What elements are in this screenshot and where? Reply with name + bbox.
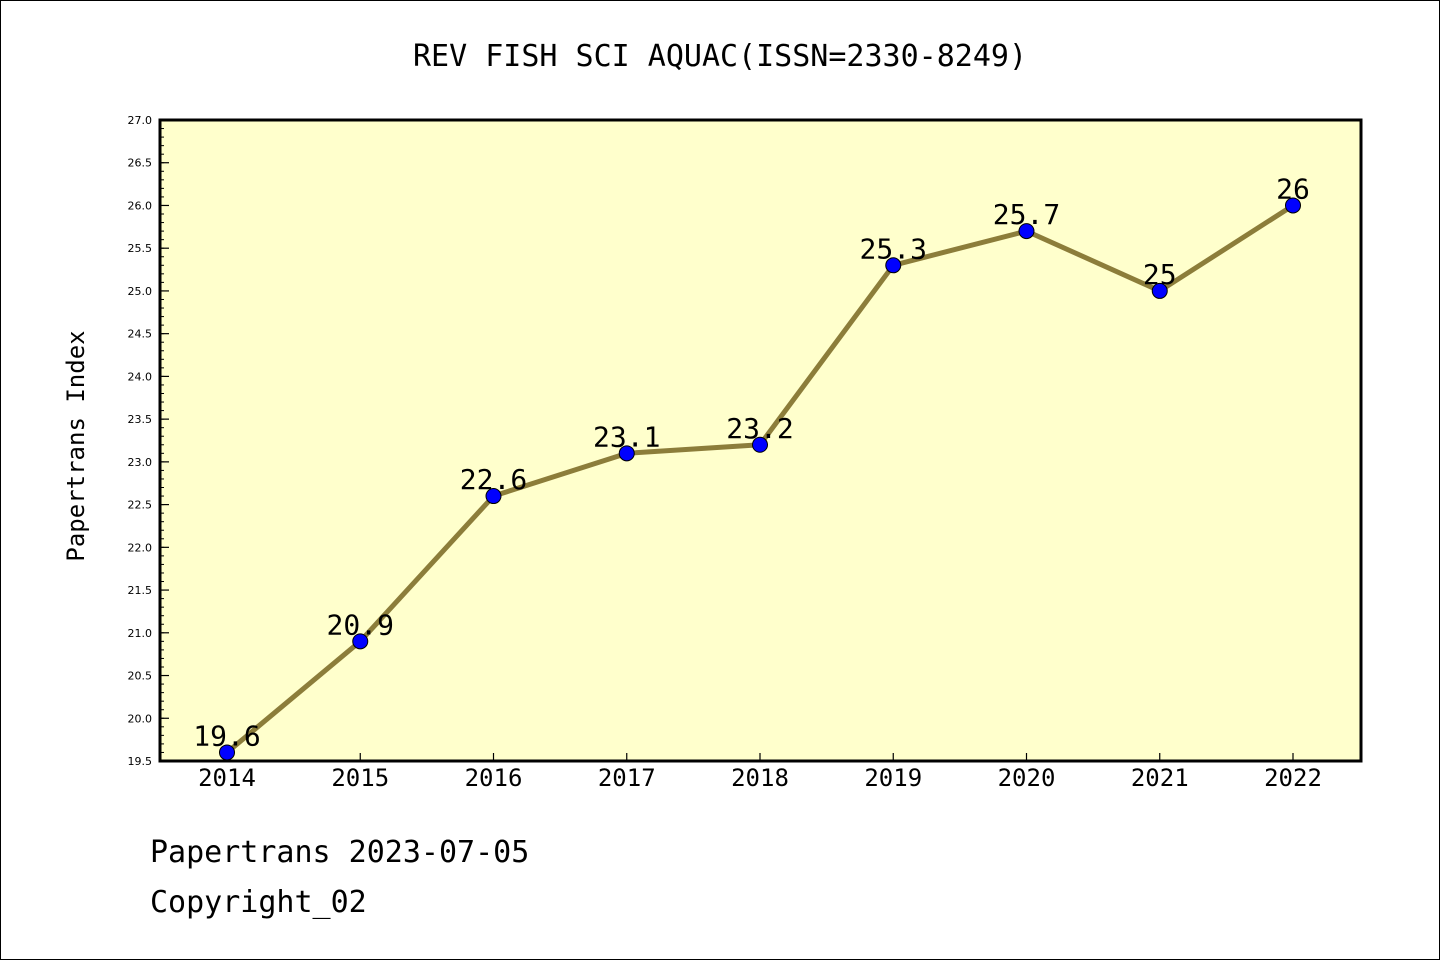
data-label: 25.7 [993, 198, 1060, 231]
y-tick-label: 24.0 [128, 370, 153, 383]
data-label: 25.3 [860, 232, 927, 265]
x-tick-label: 2017 [598, 764, 656, 792]
data-label: 20.9 [327, 608, 394, 641]
y-axis-ticks: 19.5 20.0 20.5 21.0 21.5 22.0 22.5 23.0 23.5 24.0… [128, 114, 169, 768]
data-label: 23.2 [726, 412, 793, 445]
y-tick-label: 25.5 [128, 242, 153, 255]
y-tick-label: 26.0 [128, 199, 153, 212]
y-axis-label: Papertrans Index [62, 330, 90, 561]
x-tick-label: 2020 [998, 764, 1056, 792]
data-label: 23.1 [593, 420, 660, 453]
x-tick-label: 2021 [1131, 764, 1189, 792]
y-tick-label: 23.0 [128, 456, 153, 469]
x-tick-label: 2015 [331, 764, 389, 792]
series-markers [219, 197, 1301, 761]
y-tick-label: 20.0 [128, 712, 153, 725]
x-tick-label: 2014 [198, 764, 256, 792]
data-labels: 19.6 20.9 22.6 23.1 23.2 25.3 25.7 25 26 [193, 172, 1310, 752]
data-label: 22.6 [460, 463, 527, 496]
data-point [885, 257, 902, 274]
data-point [1151, 282, 1168, 299]
y-tick-label: 27.0 [128, 114, 153, 127]
y-tick-label: 19.5 [128, 755, 153, 768]
data-label: 25 [1143, 258, 1177, 291]
data-point [1285, 197, 1301, 214]
data-point [618, 445, 635, 462]
x-tick-label: 2019 [864, 764, 922, 792]
y-tick-label: 22.0 [128, 541, 153, 554]
y-tick-label: 26.5 [128, 157, 153, 170]
data-point [352, 633, 369, 650]
data-label: 26 [1276, 172, 1310, 205]
y-tick-label: 24.5 [128, 328, 153, 341]
x-axis-ticks: 2014 2015 2016 2017 2018 2019 2020 2021 2022 [198, 753, 1322, 792]
plot-border [158, 118, 1363, 763]
data-point [1018, 223, 1035, 240]
data-label: 19.6 [193, 719, 260, 752]
y-tick-label: 21.5 [128, 584, 153, 597]
y-tick-label: 22.5 [128, 499, 153, 512]
data-point [485, 488, 502, 505]
footer-copyright-text: Copyright_02 [150, 885, 367, 920]
y-tick-label: 20.5 [128, 670, 153, 683]
x-tick-label: 2018 [731, 764, 789, 792]
y-tick-label: 23.5 [128, 413, 153, 426]
data-point [752, 436, 768, 453]
y-tick-label: 21.0 [128, 627, 153, 640]
y-tick-label: 25.0 [128, 285, 153, 298]
x-tick-label: 2022 [1264, 764, 1322, 792]
chart-title: REV FISH SCI AQUAC(ISSN=2330-8249) [413, 39, 1027, 74]
x-tick-label: 2016 [465, 764, 523, 792]
footer-date-text: Papertrans 2023-07-05 [150, 835, 530, 870]
